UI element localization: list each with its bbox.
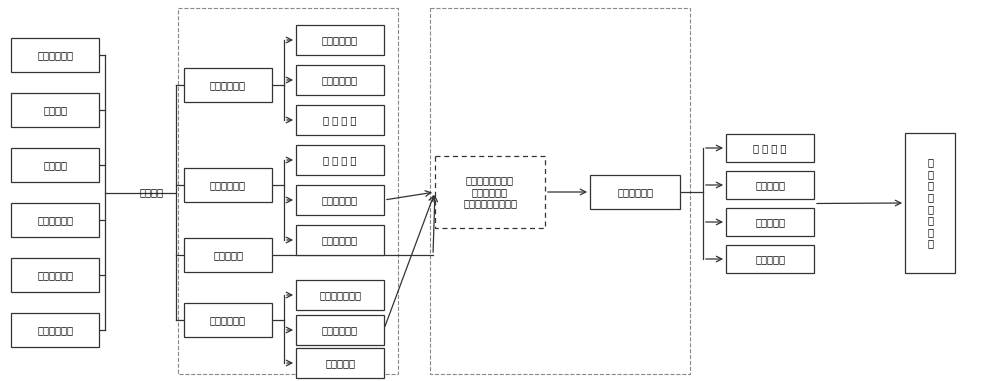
Text: 盆地构造类型: 盆地构造类型 <box>322 75 358 85</box>
Text: 砂体成岩度: 砂体成岩度 <box>325 358 355 368</box>
Text: 区域地质资料: 区域地质资料 <box>37 50 73 60</box>
Text: 砂体形态及埋深: 砂体形态及埋深 <box>319 290 361 300</box>
Bar <box>296 185 384 215</box>
Text: 地层条件分析: 地层条件分析 <box>210 180 246 190</box>
Text: 物 源 分 析: 物 源 分 析 <box>753 143 787 153</box>
Bar <box>726 134 814 162</box>
Text: 有
利
砂
体
识
别
定
位: 有 利 砂 体 识 别 定 位 <box>927 157 933 248</box>
Text: 分析测试数据: 分析测试数据 <box>37 325 73 335</box>
Bar <box>11 258 99 292</box>
Text: 水文地质条件: 水文地质条件 <box>322 235 358 245</box>
Bar <box>726 171 814 199</box>
Bar <box>296 225 384 255</box>
Bar <box>184 68 272 102</box>
Bar <box>296 65 384 95</box>
Text: 地震资料: 地震资料 <box>43 105 67 115</box>
Bar <box>435 156 545 228</box>
Bar <box>296 348 384 378</box>
Bar <box>296 145 384 175</box>
Bar <box>905 133 955 273</box>
Text: 盆 地 位 置: 盆 地 位 置 <box>323 115 357 125</box>
Text: 氧化还原分带: 氧化还原分带 <box>322 195 358 205</box>
Bar <box>184 303 272 337</box>
Bar <box>11 93 99 127</box>
Text: 钻孔岩心资料: 钻孔岩心资料 <box>37 215 73 225</box>
Text: 盆地构造分析: 盆地构造分析 <box>210 80 246 90</box>
Bar <box>296 25 384 55</box>
Bar <box>11 203 99 237</box>
Text: 沉积相类型: 沉积相类型 <box>213 250 243 260</box>
Bar <box>430 8 690 374</box>
Bar <box>11 38 99 72</box>
Text: 地 层 结 构: 地 层 结 构 <box>323 155 357 165</box>
Text: 砂体特征分析: 砂体特征分析 <box>210 315 246 325</box>
Bar <box>11 313 99 347</box>
Bar <box>184 168 272 202</box>
Text: 野外露头资料: 野外露头资料 <box>37 270 73 280</box>
Text: 砂体还原容量: 砂体还原容量 <box>322 325 358 335</box>
Text: 连井相分析: 连井相分析 <box>755 217 785 227</box>
Text: 平面相展布: 平面相展布 <box>755 254 785 264</box>
Text: 基于模糊数学方法
评价有利砂体
确定有利砂体发育区: 基于模糊数学方法 评价有利砂体 确定有利砂体发育区 <box>463 175 517 209</box>
Bar <box>184 238 272 272</box>
Text: 测井资料: 测井资料 <box>43 160 67 170</box>
Text: 单井相分析: 单井相分析 <box>755 180 785 190</box>
Text: 砂体空间展布: 砂体空间展布 <box>617 187 653 197</box>
Bar <box>178 8 398 374</box>
Bar <box>296 280 384 310</box>
Text: 盆地构造分区: 盆地构造分区 <box>322 35 358 45</box>
Bar <box>726 208 814 236</box>
Text: 参数读取: 参数读取 <box>140 187 164 197</box>
Bar <box>11 148 99 182</box>
Bar <box>296 315 384 345</box>
Bar <box>590 175 680 209</box>
Bar <box>726 245 814 273</box>
Bar <box>296 105 384 135</box>
